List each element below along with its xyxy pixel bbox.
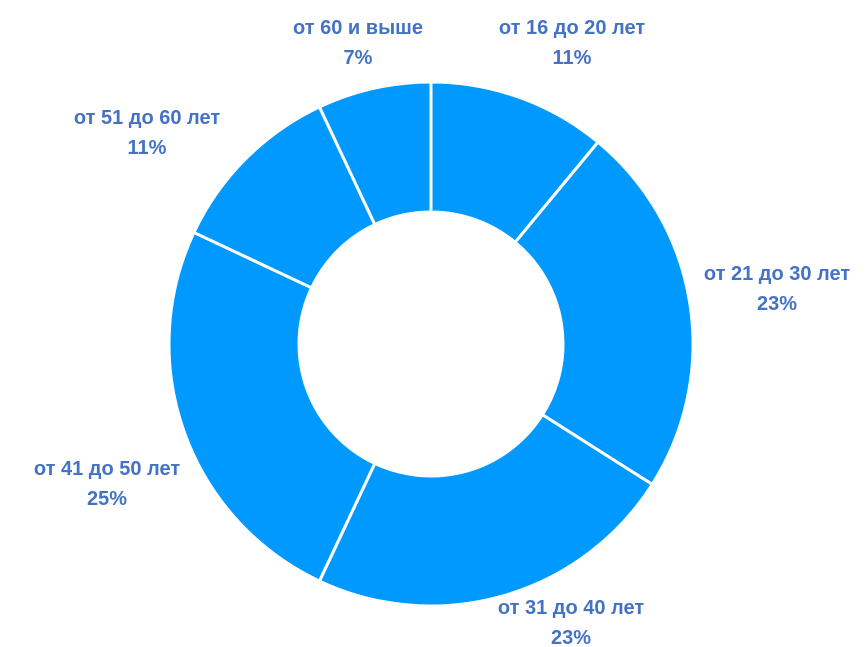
slice-category-label: от 60 и выше — [293, 17, 423, 39]
slice-label-3: от 31 до 40 лет 23% — [498, 597, 644, 647]
slice-category-label: от 51 до 60 лет — [74, 107, 220, 129]
slice-4 — [167, 230, 377, 584]
slice-category-label: от 41 до 50 лет — [34, 458, 180, 480]
slice-label-5: от 51 до 60 лет 11% — [74, 107, 220, 159]
slice-percent-label: 11% — [553, 47, 592, 69]
slice-category-label: от 31 до 40 лет — [498, 597, 644, 619]
slice-label-2: от 21 до 30 лет 23% — [704, 263, 850, 315]
slice-category-label: от 16 до 20 лет — [499, 17, 645, 39]
slice-percent-label: 11% — [128, 137, 167, 159]
slice-label-1: от 16 до 20 лет 11% — [499, 17, 645, 69]
slice-2 — [513, 140, 695, 487]
slice-percent-label: 7% — [344, 47, 373, 69]
slice-percent-label: 25% — [87, 488, 127, 510]
slice-percent-label: 23% — [551, 627, 591, 647]
slice-percent-label: 23% — [757, 293, 797, 315]
donut-slices — [167, 80, 695, 608]
slice-6 — [317, 80, 433, 227]
slice-category-label: от 21 до 30 лет — [704, 263, 850, 285]
slice-label-6: от 60 и выше 7% — [293, 17, 423, 69]
slice-label-4: от 41 до 50 лет 25% — [34, 458, 180, 510]
slice-3 — [317, 412, 655, 608]
